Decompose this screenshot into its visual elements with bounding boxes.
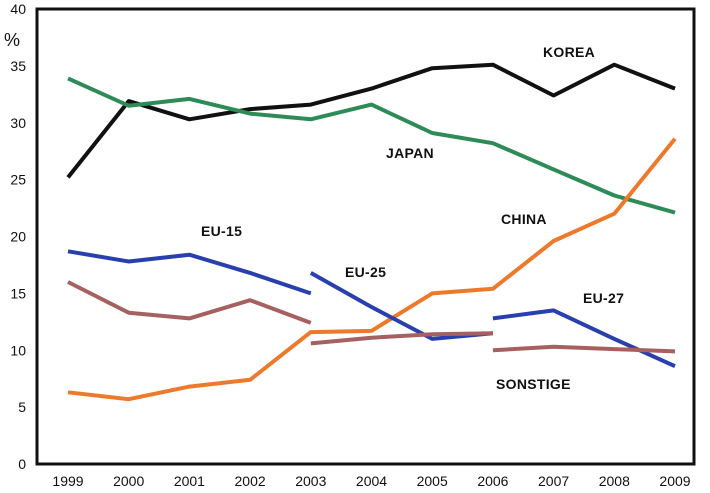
x-tick-label: 2008 xyxy=(599,473,630,489)
y-tick-label: 5 xyxy=(18,399,26,415)
y-tick-label: 20 xyxy=(10,229,26,245)
x-tick-label: 2007 xyxy=(538,473,569,489)
label-japan: JAPAN xyxy=(386,145,434,161)
series-line-sonstige xyxy=(310,331,493,346)
y-tick-label: 0 xyxy=(18,456,26,472)
series-line-eu-27 xyxy=(492,308,676,369)
label-eu-15: EU-15 xyxy=(201,223,242,239)
series-line-eu-15 xyxy=(67,249,312,296)
series-line-japan xyxy=(67,76,676,215)
y-axis-ticks: 0 5 10 15 20 25 30 35 40 xyxy=(10,1,26,472)
label-eu-25: EU-25 xyxy=(345,264,386,280)
series-line-china xyxy=(67,137,677,402)
y-tick-label: 15 xyxy=(10,285,26,301)
y-tick-label: 40 xyxy=(10,1,26,17)
y-tick-label: 10 xyxy=(10,342,26,358)
x-tick-label: 2009 xyxy=(659,473,690,489)
x-tick-label: 2000 xyxy=(113,473,144,489)
y-tick-label: 35 xyxy=(10,58,26,74)
series-line-korea xyxy=(66,62,676,179)
label-china: CHINA xyxy=(501,211,547,227)
label-korea: KOREA xyxy=(543,44,595,60)
series-lines xyxy=(66,62,677,402)
x-tick-label: 2004 xyxy=(356,473,387,489)
label-eu-27: EU-27 xyxy=(583,290,624,306)
y-tick-label: 25 xyxy=(10,172,26,188)
y-axis-unit-label: % xyxy=(4,30,20,50)
x-tick-label: 2005 xyxy=(417,473,448,489)
x-tick-label: 2003 xyxy=(295,473,326,489)
series-line-sonstige xyxy=(492,344,676,354)
plot-frame xyxy=(35,7,696,466)
series-line-eu-25 xyxy=(309,271,494,341)
x-axis-ticks: 1999 2000 2001 2002 2003 2004 2005 2006 2007 2008… xyxy=(52,473,690,489)
x-tick-label: 2006 xyxy=(477,473,508,489)
series-line-sonstige xyxy=(67,280,312,325)
x-tick-label: 1999 xyxy=(52,473,83,489)
x-tick-label: 2001 xyxy=(174,473,205,489)
y-tick-label: 30 xyxy=(10,115,26,131)
label-sonstige: SONSTIGE xyxy=(496,376,571,392)
x-tick-label: 2002 xyxy=(235,473,266,489)
